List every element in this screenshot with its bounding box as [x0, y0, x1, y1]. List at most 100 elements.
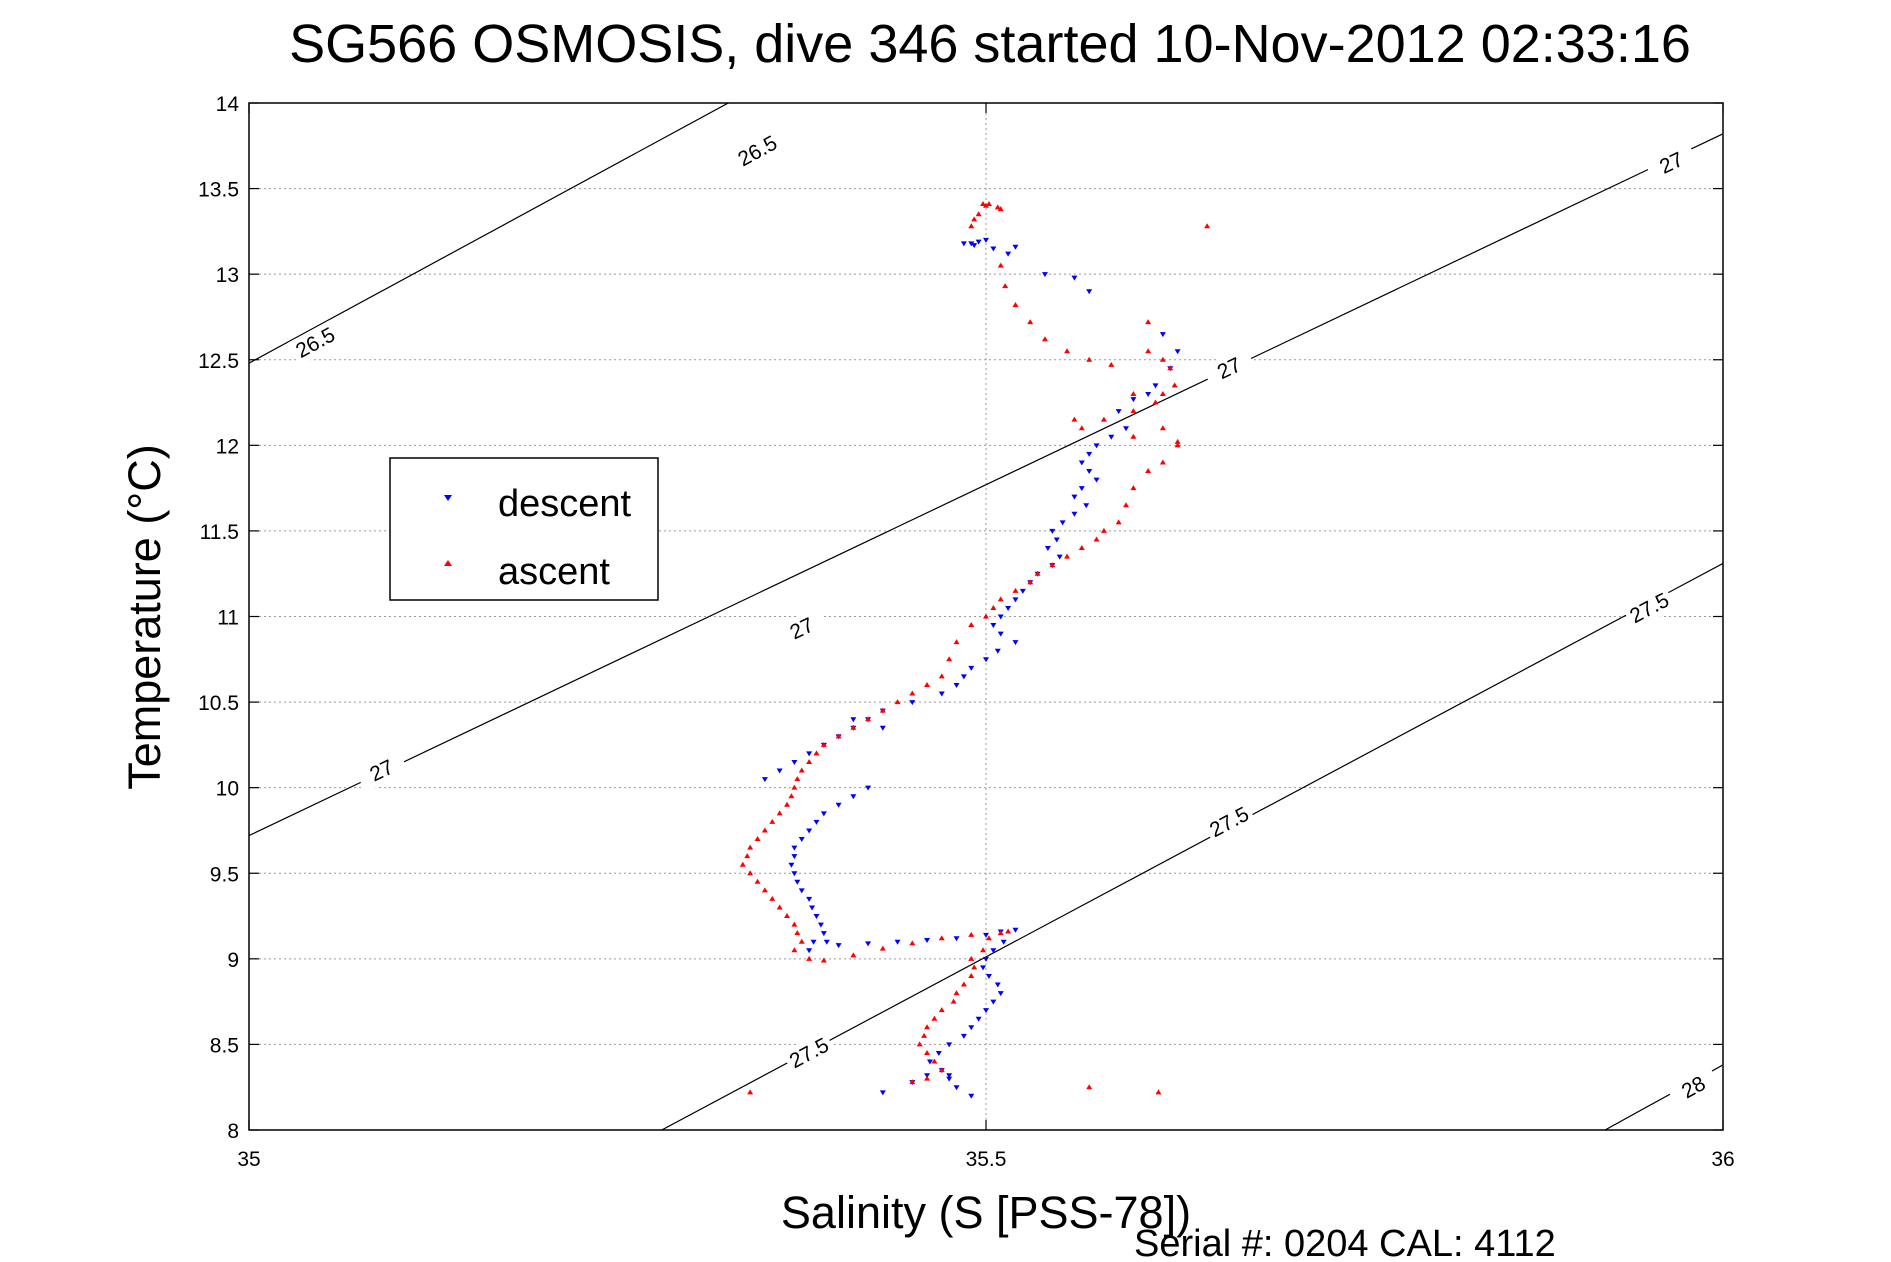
- descent-point: [791, 871, 798, 877]
- y-tick-label: 11: [217, 607, 239, 630]
- descent-point: [968, 1025, 975, 1031]
- ascent-point: [820, 957, 827, 963]
- descent-point: [820, 931, 827, 937]
- descent-point: [1086, 451, 1093, 457]
- ascent-point: [739, 861, 746, 867]
- descent-point: [1115, 409, 1122, 415]
- descent-point: [983, 657, 989, 663]
- descent-point: [809, 905, 816, 911]
- ascent-point: [924, 681, 931, 687]
- descent-point: [1012, 597, 1019, 603]
- y-tick-label: 12: [216, 435, 239, 458]
- ascent-point: [1093, 536, 1100, 542]
- descent-point: [894, 939, 901, 945]
- ascent-point: [1130, 390, 1137, 396]
- ascent-point: [1027, 319, 1034, 325]
- ascent-point: [971, 216, 978, 222]
- ascent-point: [975, 211, 982, 217]
- ascent-point: [997, 262, 1004, 268]
- serial-cal-footer: Serial #: 0204 CAL: 4112: [1134, 1223, 1556, 1262]
- descent-point: [960, 674, 967, 680]
- descent-point: [776, 768, 783, 774]
- ascent-point: [1152, 399, 1159, 405]
- ascent-point: [953, 639, 960, 645]
- descent-point: [1108, 434, 1115, 440]
- y-tick-label: 8: [227, 1120, 239, 1143]
- y-axis-label: Temperature (°C): [119, 444, 170, 790]
- ascent-point: [921, 1032, 928, 1038]
- ascent-point: [1002, 283, 1009, 289]
- chart-title: SG566 OSMOSIS, dive 346 started 10-Nov-2…: [289, 14, 1691, 74]
- legend: descent ascent: [389, 457, 659, 601]
- descent-point: [997, 631, 1004, 637]
- ascent-point: [931, 1015, 938, 1021]
- ascent-point: [784, 913, 791, 919]
- descent-point: [924, 938, 931, 944]
- descent-point: [953, 682, 960, 688]
- descent-point: [946, 1042, 953, 1048]
- ascent-point: [968, 931, 975, 937]
- descent-point: [971, 243, 978, 249]
- descent-point: [1071, 494, 1078, 500]
- ascent-point: [938, 1007, 945, 1013]
- ascent-point: [997, 930, 1004, 936]
- descent-point: [1086, 289, 1093, 295]
- ascent-point: [946, 656, 953, 662]
- ascent-point: [747, 844, 754, 850]
- ascent-point: [1159, 459, 1166, 465]
- descent-point: [997, 614, 1004, 620]
- ascent-point: [971, 964, 978, 970]
- contour-label-bg: [1201, 346, 1257, 391]
- ascent-point: [1174, 442, 1181, 448]
- ascent-point: [980, 200, 987, 206]
- descent-point: [1019, 588, 1026, 594]
- contour-label-bg: [1201, 799, 1257, 845]
- ascent-point: [938, 935, 945, 941]
- ascent-point: [1078, 425, 1085, 431]
- ascent-point: [788, 793, 795, 799]
- ascent-point: [1086, 1084, 1093, 1090]
- descent-point: [823, 939, 830, 945]
- ascent-point: [761, 887, 768, 893]
- ascent-point: [879, 945, 886, 951]
- contour-label-bg: [1666, 1064, 1721, 1111]
- descent-point: [1053, 537, 1060, 543]
- ascent-point: [1159, 356, 1166, 362]
- x-axis-ticks: 35 35.5 36: [237, 103, 1735, 1171]
- descent-point: [1012, 640, 1019, 646]
- ascent-point: [990, 604, 997, 610]
- descent-point: [1049, 528, 1056, 534]
- ascent-point: [1086, 356, 1093, 362]
- ascent-point: [754, 878, 761, 884]
- contour-label-bg: [354, 748, 409, 793]
- descent-point: [983, 1008, 989, 1014]
- ascent-point: [784, 801, 791, 807]
- descent-point: [1005, 605, 1012, 611]
- descent-point: [806, 896, 813, 902]
- ascent-point: [931, 1058, 938, 1064]
- ascent-point: [938, 1067, 945, 1073]
- descent-point: [990, 623, 997, 629]
- contour-label-bg: [288, 319, 343, 366]
- ascent-point: [1034, 570, 1041, 576]
- ascent-point: [1145, 319, 1152, 325]
- descent-point: [960, 241, 967, 247]
- descent-point: [835, 802, 842, 808]
- contour-label-bg: [1622, 585, 1677, 631]
- ascent-point: [806, 955, 813, 961]
- descent-point: [975, 1016, 982, 1022]
- ascent-point: [909, 1079, 916, 1085]
- contour-label-bg: [1644, 140, 1699, 185]
- descent-point: [835, 943, 842, 949]
- ascent-point: [1123, 502, 1130, 508]
- descent-point: [968, 665, 975, 671]
- ascent-point: [820, 741, 827, 747]
- descent-point: [926, 1059, 933, 1065]
- ascent-point: [994, 204, 1001, 210]
- descent-point: [879, 1090, 886, 1096]
- descent-point: [865, 941, 872, 947]
- descent-point: [990, 999, 997, 1005]
- ascent-point: [1027, 579, 1034, 585]
- y-tick-label: 14: [216, 93, 240, 116]
